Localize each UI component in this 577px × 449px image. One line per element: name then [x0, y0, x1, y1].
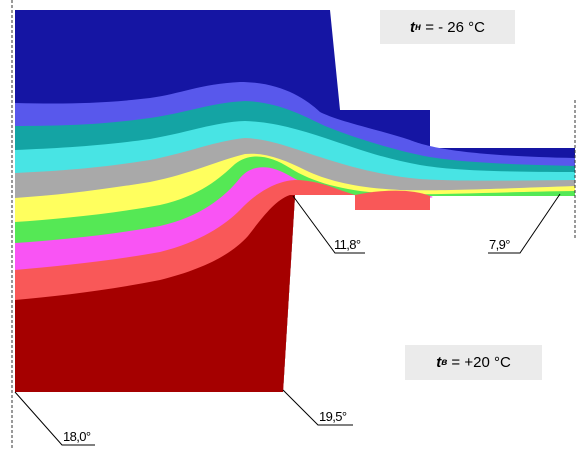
outdoor-temp-value: - 26 °C	[438, 18, 485, 36]
outdoor-temp-symbol: t	[409, 18, 415, 36]
callout-leader-18	[14, 391, 95, 446]
outdoor-temp-subscript: н	[414, 21, 422, 33]
indoor-temp-symbol: t	[436, 354, 442, 371]
indoor-temp-value: +20 °C	[464, 354, 511, 371]
isotherm-band-10	[15, 195, 295, 392]
callout-leader-11-8	[292, 195, 365, 254]
callout-label-18: 18,0°	[63, 429, 91, 444]
callout-leader-19-5	[282, 389, 353, 426]
outdoor-temp-equals: =	[425, 18, 434, 36]
indoor-temp-equals: =	[451, 354, 461, 371]
indoor-temp-subscript: в	[441, 357, 448, 368]
isotherm-recess-band	[355, 190, 430, 210]
isotherm-bands	[15, 10, 575, 392]
callout-label-7-9: 7,9°	[489, 237, 510, 252]
callout-leader-7-9	[488, 193, 561, 254]
callout-label-19-5: 19,5°	[319, 409, 347, 424]
callout-label-11-8: 11,8°	[334, 237, 361, 252]
